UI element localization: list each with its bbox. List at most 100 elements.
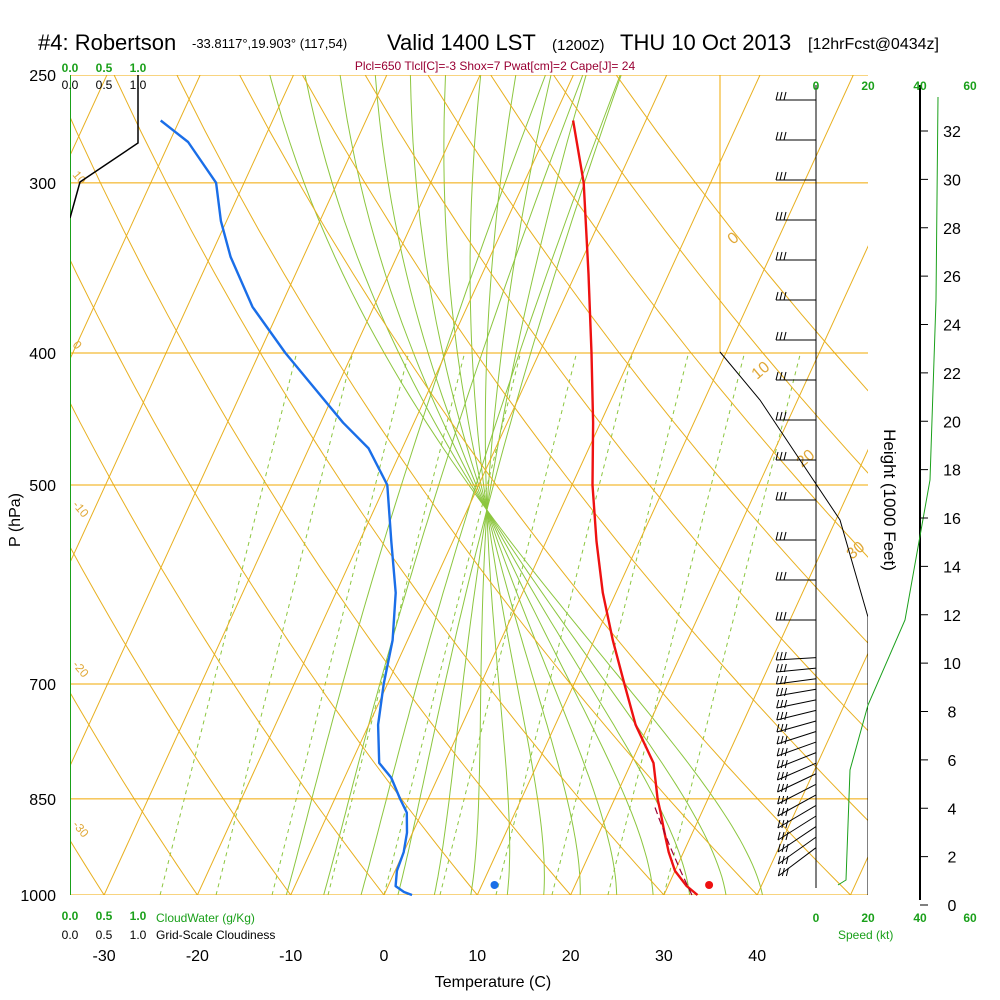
y-axis: 250 300 400 500 700 850 1000 [20, 68, 56, 905]
wind-barb [777, 752, 817, 769]
wind-barb-flag [784, 687, 788, 697]
wind-barb-flag [779, 171, 783, 181]
wind-barb [777, 762, 817, 781]
mixing-ratio-line [383, 352, 522, 895]
wind-barb-flag [779, 251, 783, 261]
height-tick-label: 6 [948, 753, 957, 770]
isotherm [0, 51, 25, 924]
height-tick-label: 24 [943, 318, 961, 335]
height-tick-label: 4 [948, 801, 957, 818]
mixing-ratio-label: 20 [615, 893, 636, 913]
dry-adiabat [239, 75, 852, 895]
wind-barb-flag [775, 131, 779, 141]
x-tick-label: -10 [279, 948, 302, 965]
x-tick-label: 40 [748, 948, 766, 965]
x-tick-label: 30 [655, 948, 673, 965]
wind-barb-flag [783, 131, 787, 141]
wind-barb-flag [779, 331, 783, 341]
mixing-ratio-line [327, 352, 466, 895]
speed-tick: 60 [963, 79, 977, 93]
isotherm [290, 75, 668, 895]
wind-barb-flag [785, 831, 789, 841]
isotherm-label: -30 [70, 818, 92, 841]
wind-barb [776, 709, 817, 721]
profile-line-2 [653, 805, 693, 896]
wind-barb-flag [777, 795, 781, 805]
wind-barb-flag [784, 711, 788, 721]
cloudiness-tick: 0.5 [96, 78, 113, 92]
mixing-ratio-line [551, 352, 689, 895]
isotherm-label: 0 [70, 338, 85, 352]
y-tick-label: 700 [29, 677, 56, 694]
mixing-ratio-line [439, 352, 578, 895]
wind-barb-flag [783, 611, 787, 621]
moist-adiabat [470, 75, 552, 895]
isotherm-label: -20 [70, 658, 92, 681]
wind-barb-flag [777, 843, 781, 853]
wind-barb-flag [783, 675, 787, 685]
cloud-axis: 0.0 0.0 0.5 0.5 1.0 1.0 0.0 0.0 0.5 0.5 1.0 1.0 [62, 61, 147, 942]
wind-barb-flag [775, 411, 779, 421]
dry-adiabat [113, 75, 665, 895]
wind-barb [777, 805, 817, 829]
moist-adiabat [360, 75, 621, 895]
wind-barb-flag [783, 491, 787, 501]
wind-barb [776, 741, 817, 757]
wind-barb [777, 815, 817, 841]
wind-barb-flag [775, 451, 779, 461]
dry-adiabat [552, 75, 868, 474]
y-tick-label: 400 [29, 346, 56, 363]
wind-barb-flag [781, 795, 785, 805]
wind-barb-flag [776, 735, 780, 745]
x-tick-label: 20 [562, 948, 580, 965]
isotherm [70, 75, 388, 768]
wind-barb-flag [779, 675, 783, 685]
wind-barb-flag [783, 171, 787, 181]
height-tick-label: 30 [943, 172, 961, 189]
wind-barb-flag [783, 651, 787, 661]
wind-barb-flag [776, 759, 780, 769]
speed-label: Speed (kt) [838, 928, 893, 942]
wind-barb-flag [783, 411, 787, 421]
sounding-profiles [159, 119, 714, 897]
wind-barb-flag [780, 759, 784, 769]
moist-adiabat [443, 75, 581, 895]
cloud-water-tick: 1.0 [130, 61, 147, 75]
wind-barb-flag [780, 687, 784, 697]
wind-barb-flag [785, 807, 789, 817]
isotherm [663, 448, 868, 895]
y-tick-label: 850 [29, 792, 56, 809]
x-tick-label: 10 [468, 948, 486, 965]
radiation-curve [719, 351, 868, 895]
isotherm [476, 75, 854, 895]
dry-adiabat-label: 30 [844, 539, 869, 564]
moist-adiabat [339, 75, 691, 895]
wind-barb-flag [785, 819, 789, 829]
wind-barb-flag [780, 771, 784, 781]
valid-time: Valid 1400 LST [387, 30, 536, 55]
wind-barb-flag [779, 491, 783, 501]
dry-adiabat [70, 401, 385, 895]
wind-barb-flag [783, 571, 787, 581]
moist-adiabat [285, 75, 547, 895]
wind-barb [777, 794, 817, 817]
height-tick-label: 26 [943, 269, 961, 286]
height-tick-label: 0 [948, 898, 957, 915]
moist-adiabat [433, 75, 587, 895]
wind-barb [776, 699, 817, 709]
isotherm [70, 75, 201, 361]
wind-barb [777, 783, 817, 805]
wind-barb [778, 847, 817, 877]
dry-adiabat [70, 545, 292, 895]
wind-barb-flag [779, 651, 783, 661]
cloud-profile [70, 75, 139, 219]
wind-barb-flag [775, 571, 779, 581]
height-tick-label: 10 [943, 656, 961, 673]
cloud-water-tick: 1.0 [130, 909, 147, 923]
wind-barb [777, 773, 817, 793]
sounding-params: Plcl=650 Tlcl[C]=-3 Shox=7 Pwat[cm]=2 Ca… [355, 59, 636, 73]
mixing-ratio-line [215, 352, 354, 895]
height-axis-label: Height (1000 Feet) [880, 429, 899, 571]
cloud-water-tick: 0.0 [62, 61, 79, 75]
